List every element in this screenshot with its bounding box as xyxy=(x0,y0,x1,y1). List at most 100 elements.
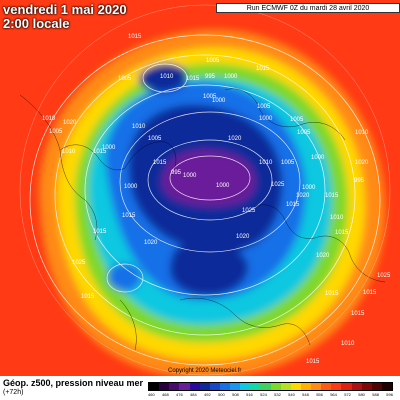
scale-swatch xyxy=(209,383,220,390)
isobar-label: 1025 xyxy=(377,273,391,279)
scale-swatch xyxy=(361,383,372,390)
isobar-label: 1015 xyxy=(363,290,377,296)
isobar-label: 1015 xyxy=(306,359,320,365)
scale-swatch xyxy=(280,383,291,390)
scale-tick-label: 460 xyxy=(148,392,155,397)
isobar-label: 1005 xyxy=(290,117,304,123)
isobar-label: 1020 xyxy=(63,120,77,126)
scale-swatch xyxy=(351,383,362,390)
isobar-label: 1020 xyxy=(228,136,242,142)
scale-swatch xyxy=(341,383,352,390)
isobar-label: 1010 xyxy=(42,116,56,122)
isobar-label: 1025 xyxy=(72,260,86,266)
scale-tick-label: 516 xyxy=(246,392,253,397)
isobar-label: 1005 xyxy=(203,94,217,100)
scale-swatch xyxy=(300,383,311,390)
isobar-label: 1000 xyxy=(259,116,273,122)
isobar-label: 1005 xyxy=(297,130,311,136)
isobar-label: 1000 xyxy=(224,74,238,80)
lead-time: (+72h) xyxy=(3,389,24,396)
scale-tick-label: 548 xyxy=(302,392,309,397)
isobar-label: 1010 xyxy=(355,130,369,136)
scale-swatch xyxy=(179,383,190,390)
isobar-label: 1025 xyxy=(271,182,285,188)
isobar-label: 1015 xyxy=(128,34,142,40)
run-info: Run ECMWF 0Z du mardi 28 avril 2020 xyxy=(216,3,400,13)
isobar-label: 1010 xyxy=(330,215,344,221)
scale-swatch xyxy=(199,383,210,390)
scale-swatch xyxy=(240,383,251,390)
scale-tick-label: 540 xyxy=(288,392,295,397)
scale-tick-label: 476 xyxy=(176,392,183,397)
scale-tick-label: 492 xyxy=(204,392,211,397)
isobar-label: 995 xyxy=(171,170,182,176)
scale-swatch xyxy=(381,383,392,390)
scale-swatch xyxy=(260,383,271,390)
isobar-label: 995 xyxy=(354,178,365,184)
isobar-label: 1025 xyxy=(242,208,256,214)
isobar-label: 1005 xyxy=(281,160,295,166)
isobar-label: 1005 xyxy=(148,136,162,142)
isobar-label: 1015 xyxy=(325,291,339,297)
isobar-label: 1020 xyxy=(236,234,250,240)
isobar-label: 1000 xyxy=(311,155,325,161)
scale-tick-label: 572 xyxy=(344,392,351,397)
scale-tick-label: 500 xyxy=(218,392,225,397)
scale-swatch xyxy=(270,383,281,390)
isobar-label: 995 xyxy=(205,74,216,80)
isobar-label: 1015 xyxy=(153,160,167,166)
isobar-label: 1015 xyxy=(93,229,107,235)
isobar-label: 1005 xyxy=(206,58,220,64)
isobar-label: 1000 xyxy=(102,145,116,151)
scale-swatch xyxy=(331,383,342,390)
isobar-label: 1015 xyxy=(351,311,365,317)
isobar-label: 1015 xyxy=(122,213,136,219)
scale-tick-label: 556 xyxy=(316,392,323,397)
isobar-label: 1020 xyxy=(144,240,158,246)
isobar-label: 1010 xyxy=(62,149,76,155)
scale-swatch xyxy=(219,383,230,390)
isobar-label: 1020 xyxy=(355,160,369,166)
scale-swatch xyxy=(149,383,160,390)
isobar-label: 1020 xyxy=(316,253,330,259)
isobar-label: 1005 xyxy=(257,104,271,110)
scale-swatch xyxy=(159,383,170,390)
isobar-label: 1000 xyxy=(124,184,138,190)
isobar-label: 1015 xyxy=(81,294,95,300)
isobar-label: 1015 xyxy=(256,66,270,72)
scale-swatch xyxy=(230,383,241,390)
isobar-label: 1015 xyxy=(325,193,339,199)
scale-tick-label: 596 xyxy=(386,392,393,397)
scale-tick-label: 468 xyxy=(162,392,169,397)
isobar-label: 1010 xyxy=(160,74,174,80)
scale-tick-label: 524 xyxy=(260,392,267,397)
scale-swatch xyxy=(371,383,382,390)
scale-swatch xyxy=(311,383,322,390)
isobar-label: 1010 xyxy=(341,341,355,347)
scale-tick-label: 564 xyxy=(330,392,337,397)
scale-tick-label: 508 xyxy=(232,392,239,397)
forecast-date: vendredi 1 mai 2020 xyxy=(3,2,127,17)
scale-swatch xyxy=(189,383,200,390)
scale-tick-label: 588 xyxy=(372,392,379,397)
scale-swatch xyxy=(290,383,301,390)
isobar-label: 1005 xyxy=(118,76,132,82)
isobar-label: 1000 xyxy=(212,98,226,104)
isobar-label: 1000 xyxy=(216,183,230,189)
color-scale-labels: 460 468 476 484 492 500 508 516 524 532 540 548 556 5… xyxy=(148,392,393,397)
scale-tick-label: 580 xyxy=(358,392,365,397)
isobar-label: 1000 xyxy=(302,185,316,191)
forecast-time: 2:00 locale xyxy=(3,16,70,31)
scale-tick-label: 532 xyxy=(274,392,281,397)
isobar-label: 1015 xyxy=(335,230,349,236)
scale-swatch xyxy=(169,383,180,390)
isobar-label: 1010 xyxy=(132,124,146,130)
scale-swatch xyxy=(321,383,332,390)
isobar-label: 1015 xyxy=(186,76,200,82)
product-title: Géop. z500, pression niveau mer xyxy=(3,378,144,388)
isobar-label: 1010 xyxy=(259,160,273,166)
isobar-label: 1005 xyxy=(49,129,63,135)
